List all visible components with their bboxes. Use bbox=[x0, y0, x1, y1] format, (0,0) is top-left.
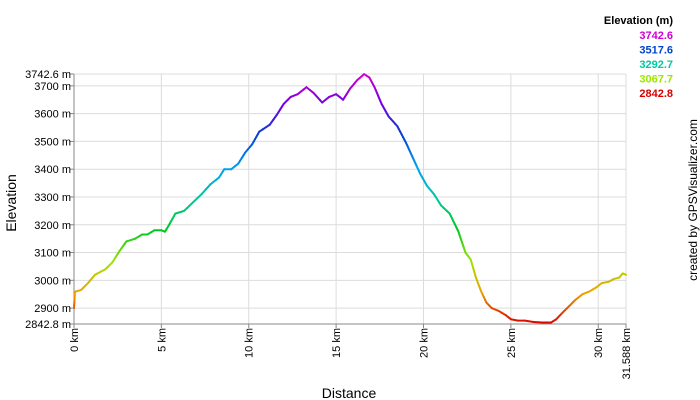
x-tick-label: 0 km bbox=[69, 328, 81, 352]
profile-segment bbox=[328, 93, 338, 98]
legend-entry: 3292.7 bbox=[639, 59, 673, 71]
grid bbox=[73, 73, 627, 325]
y-tick-labels: 2842.8 m 2900 m 3000 m 3100 m 3200 m 3300 m 34… bbox=[25, 69, 74, 331]
x-tick-label: 5 km bbox=[156, 328, 168, 352]
y-tick-label: 3200 m bbox=[34, 220, 71, 232]
profile-segment bbox=[289, 93, 299, 98]
profile-segment bbox=[174, 209, 186, 215]
profile-segment bbox=[509, 318, 519, 322]
legend-title: Elevation (m) bbox=[604, 15, 673, 27]
profile-segment bbox=[532, 321, 544, 324]
x-tick-label: 30 km bbox=[593, 328, 605, 358]
legend-entry: 3742.6 bbox=[639, 30, 673, 42]
profile-segment bbox=[490, 307, 500, 312]
y-tick-label: 2900 m bbox=[34, 303, 71, 315]
x-tick-label: 31.588 km bbox=[621, 328, 633, 379]
y-tick-label: 3300 m bbox=[34, 192, 71, 204]
profile-segment bbox=[581, 290, 591, 296]
y-tick-label: 3000 m bbox=[34, 275, 71, 287]
axes bbox=[73, 74, 626, 325]
y-tick-label: 2842.8 m bbox=[25, 319, 71, 331]
x-tick-label: 25 km bbox=[506, 328, 518, 358]
profile-segment bbox=[125, 237, 137, 243]
profile-segment bbox=[621, 272, 627, 276]
elevation-legend: Elevation (m) 3742.6 3517.6 3292.7 3067.7 28… bbox=[604, 15, 673, 100]
gpsvisualizer-credit: created by GPSVisualizer.com bbox=[686, 119, 700, 281]
y-axis-title: Elevation bbox=[3, 174, 19, 232]
legend-entry: 3067.7 bbox=[639, 74, 673, 86]
y-tick-label: 3742.6 m bbox=[25, 69, 71, 81]
y-tick-label: 3400 m bbox=[34, 164, 71, 176]
x-tick-label: 10 km bbox=[244, 328, 256, 358]
x-axis-title: Distance bbox=[322, 385, 377, 400]
legend-entries: 3742.6 3517.6 3292.7 3067.7 2842.8 bbox=[639, 30, 673, 100]
x-tick-label: 15 km bbox=[331, 328, 343, 358]
legend-entry: 3517.6 bbox=[639, 45, 673, 57]
profile-segment bbox=[523, 319, 535, 323]
x-tick-labels: 0 km 5 km 10 km 15 km 20 km 25 km 30 km 31.588 … bbox=[69, 324, 633, 379]
y-tick-label: 3500 m bbox=[34, 136, 71, 148]
legend-entry: 2842.8 bbox=[639, 88, 673, 100]
profile-segment bbox=[600, 280, 610, 285]
y-tick-label: 3700 m bbox=[34, 81, 71, 93]
x-tick-label: 20 km bbox=[418, 328, 430, 358]
y-tick-label: 3100 m bbox=[34, 248, 71, 260]
elevation-profile-line bbox=[73, 73, 627, 324]
y-tick-label: 3600 m bbox=[34, 109, 71, 121]
